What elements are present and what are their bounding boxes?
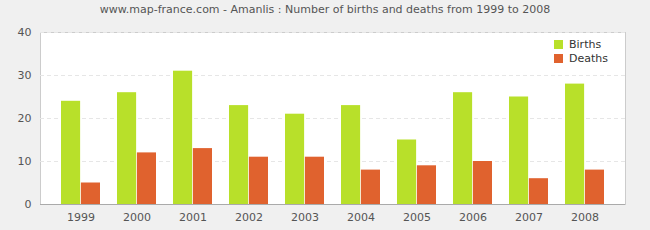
html-text:Births: Births <box>569 38 602 51</box>
svg-text:20: 20 <box>18 112 32 125</box>
svg-text:40: 40 <box>18 26 32 39</box>
svg-text:2000: 2000 <box>123 211 151 224</box>
svg-text:2001: 2001 <box>179 211 207 224</box>
svg-text:0: 0 <box>25 198 32 211</box>
svg-text:2003: 2003 <box>291 211 319 224</box>
html-text:Deaths: Deaths <box>569 52 608 65</box>
svg-text:2004: 2004 <box>347 211 375 224</box>
svg-text:2002: 2002 <box>235 211 263 224</box>
svg-text:30: 30 <box>18 69 32 82</box>
html-text:www.map-france.com - Amanlis :: www.map-france.com - Amanlis : Number of… <box>99 3 551 16</box>
svg-text:10: 10 <box>18 155 32 168</box>
svg-text:2007: 2007 <box>515 211 543 224</box>
svg-text:2006: 2006 <box>459 211 487 224</box>
svg-text:2008: 2008 <box>571 211 599 224</box>
svg-text:2005: 2005 <box>403 211 431 224</box>
svg-text:1999: 1999 <box>67 211 95 224</box>
